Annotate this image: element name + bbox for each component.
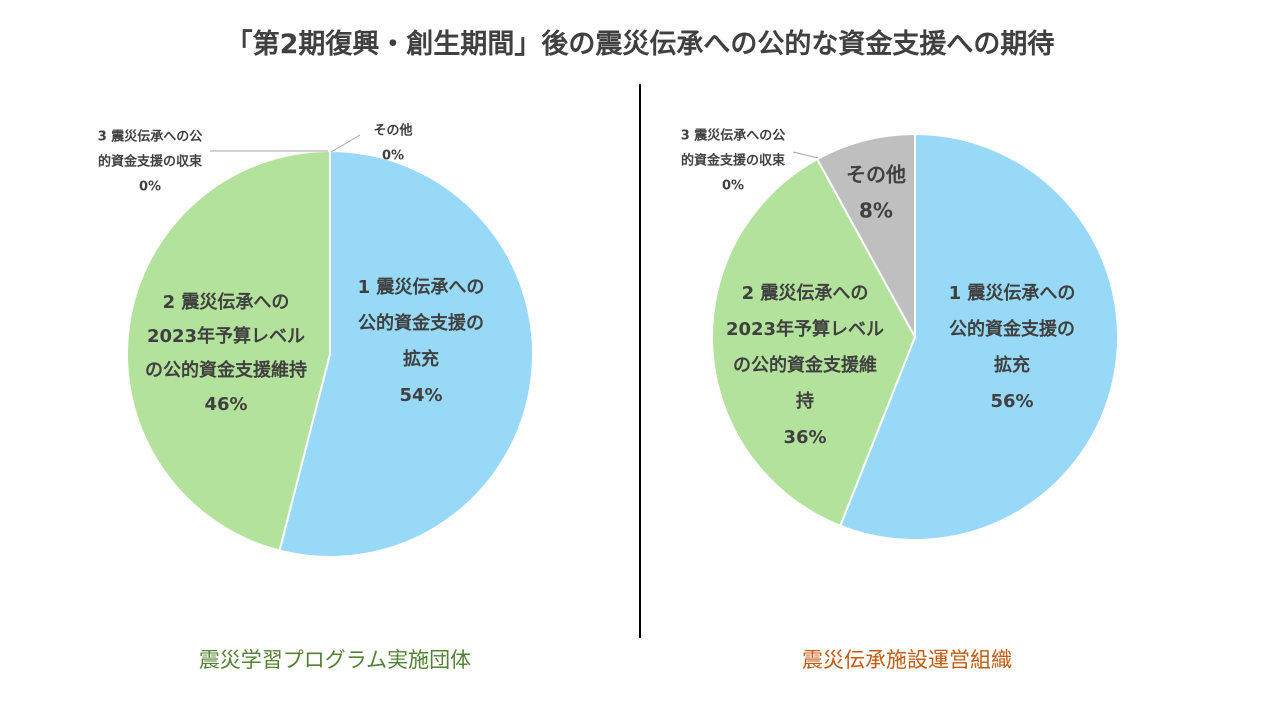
pie-0-pct-label-2: 0% bbox=[139, 180, 161, 195]
pie-0-slice-1 bbox=[126, 149, 331, 552]
pie-0-pct-label-0: 54% bbox=[399, 385, 442, 406]
pie-0-pct-label-1: 46% bbox=[204, 394, 247, 415]
pie-0-pct-label-3: 0% bbox=[382, 149, 404, 164]
pie-1-slice-label-3: その他 bbox=[846, 163, 906, 187]
pie-1-slice-label-1: 2 震災伝承への bbox=[742, 282, 869, 304]
pie-1-slice-label-0: 拡充 bbox=[994, 354, 1030, 376]
pie-1-slice-label-0: 公的資金支援の bbox=[949, 318, 1075, 340]
pie-1-slice-0 bbox=[838, 132, 1119, 541]
pie-left-caption: 震災学習プログラム実施団体 bbox=[198, 648, 472, 672]
pie-0-slice-label-0: 拡充 bbox=[403, 348, 439, 370]
pie-1-pct-label-1: 36% bbox=[783, 427, 826, 448]
pie-0-slice-label-1: 2023年予算レベル bbox=[147, 325, 305, 347]
pie-0-slice-label-0: 公的資金支援の bbox=[358, 312, 484, 334]
pie-0-slice-label-2: 的資金支援の収束 bbox=[98, 154, 203, 170]
pie-1-slice-label-0: 1 震災伝承への bbox=[949, 282, 1076, 304]
pie-0-slice-label-1: 2 震災伝承への bbox=[163, 291, 290, 313]
pie-0-slice-label-1: の公的資金支援維持 bbox=[145, 359, 307, 381]
pie-1-slice-label-1: 2023年予算レベル bbox=[726, 318, 884, 340]
pie-0-slice-label-0: 1 震災伝承への bbox=[358, 276, 485, 298]
pie-1-slice-label-1: の公的資金支援維 bbox=[733, 354, 877, 376]
pie-1-slice-label-2: 3 震災伝承への公 bbox=[681, 128, 786, 144]
pie-1-pct-label-0: 56% bbox=[990, 391, 1033, 412]
pie-1-pct-label-3: 8% bbox=[859, 199, 893, 223]
pie-1-slice-label-1: 持 bbox=[796, 390, 814, 412]
pie-1-slice-1 bbox=[711, 157, 917, 528]
chart-main-title: 「第2期復興・創生期間」後の震災伝承への公的な資金支援への期待 bbox=[225, 29, 1055, 60]
pie-0-leader-3 bbox=[330, 134, 361, 153]
pie-1-slice-3 bbox=[815, 132, 916, 338]
pie-0-slice-label-2: 3 震災伝承への公 bbox=[98, 129, 203, 145]
pie-1-slice-label-2: 的資金支援の収束 bbox=[681, 153, 786, 169]
pie-1-leader-2 bbox=[792, 151, 819, 159]
pie-0-slice-label-3: その他 bbox=[373, 123, 412, 139]
pie-1-pct-label-2: 0% bbox=[722, 179, 744, 194]
pie-0-slice-0 bbox=[278, 149, 534, 558]
pie-right-caption: 震災伝承施設運営組織 bbox=[802, 648, 1012, 672]
